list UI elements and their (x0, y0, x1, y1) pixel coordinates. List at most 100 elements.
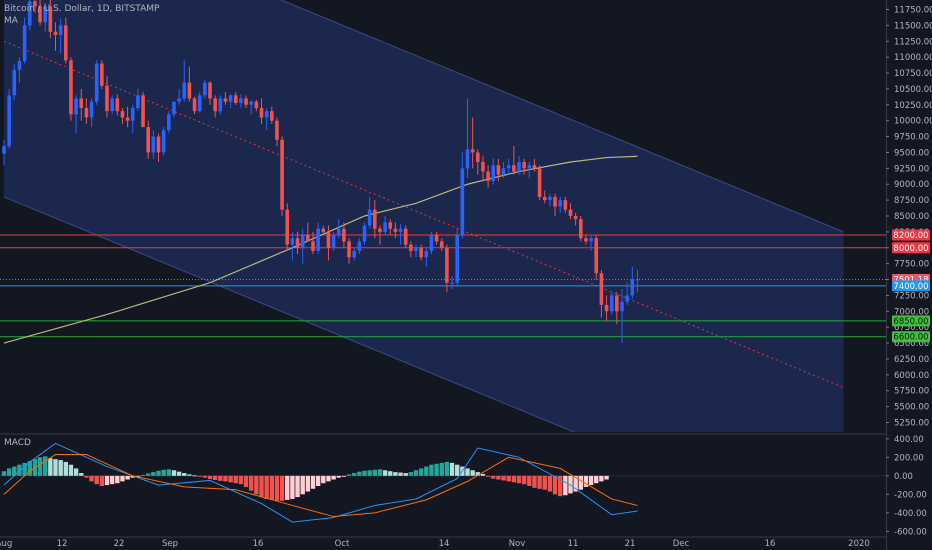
price-tick-label: 7750.00 (894, 260, 929, 270)
candle-body (74, 98, 78, 115)
candle (2, 139, 6, 166)
candle-body (125, 117, 130, 121)
candle-body (197, 95, 202, 112)
candle-body (7, 95, 11, 147)
macd-histogram-bar (558, 475, 563, 497)
candle-body (228, 95, 233, 102)
candle (496, 158, 501, 182)
time-tick-label: Dec (673, 539, 690, 549)
candle-body (347, 241, 351, 258)
macd-histogram-bar (37, 457, 43, 476)
macd-histogram-bar (341, 475, 347, 477)
candle (110, 95, 114, 115)
candle (630, 266, 635, 299)
candle (130, 104, 135, 134)
macd-histogram-bar (388, 471, 393, 476)
candle-body (409, 244, 413, 251)
candle (79, 88, 84, 121)
candle-body (27, 1, 32, 26)
candle-body (342, 228, 346, 242)
macd-histogram-bar (588, 475, 594, 486)
candle (342, 222, 346, 248)
candle (517, 155, 521, 175)
macd-histogram-bar (434, 463, 439, 476)
candle-body (620, 301, 624, 312)
macd-histogram-bar (516, 475, 522, 484)
candle-body (290, 238, 295, 245)
level-badge-support (892, 331, 930, 343)
candle (177, 88, 181, 105)
candle (223, 92, 228, 105)
candle (512, 146, 516, 175)
macd-histogram-bar (547, 475, 553, 492)
candle-body (506, 165, 511, 169)
macd-histogram-bar (475, 472, 480, 476)
candle-body (625, 295, 629, 302)
candle-body (548, 196, 552, 201)
candle (599, 270, 604, 318)
candle (182, 60, 187, 102)
candle (22, 17, 27, 64)
candle-body (79, 98, 84, 108)
macd-histogram-bar (238, 475, 244, 485)
price-tick-label: 11750.00 (894, 6, 932, 16)
candle-body (167, 114, 171, 131)
candle (69, 57, 73, 121)
candle (465, 98, 470, 178)
candle (300, 228, 305, 264)
macd-histogram-bar (27, 461, 32, 476)
macd-histogram-bar (300, 475, 305, 495)
macd-histogram-bar (233, 475, 238, 484)
candle-body (141, 95, 145, 128)
macd-histogram-bar (156, 470, 161, 476)
candle-body (264, 111, 269, 118)
candle-body (383, 222, 387, 232)
macd-histogram-bar (480, 473, 486, 476)
candle (383, 216, 387, 236)
macd-histogram-bar (48, 458, 53, 476)
candle (89, 98, 94, 128)
time-tick-label: Aug (0, 539, 12, 549)
macd-histogram-bar (563, 475, 568, 496)
candle (542, 190, 547, 204)
candle-body (100, 63, 104, 86)
candle-body (445, 247, 449, 283)
macd-histogram-bar (393, 472, 398, 476)
candle-body (476, 152, 480, 162)
macd-histogram-bar (223, 475, 228, 482)
candle-body (223, 98, 228, 102)
candle (352, 247, 356, 261)
macd-histogram-bar (171, 470, 177, 476)
macd-histogram-bar (104, 475, 110, 486)
candle (311, 231, 315, 255)
level-badge-label: 6850.00 (893, 317, 928, 327)
macd-histogram-bar (89, 475, 94, 482)
candle (568, 203, 573, 220)
macd-histogram-bar (1, 471, 7, 476)
candle-body (398, 228, 403, 232)
candle-body (105, 85, 109, 112)
candle-body (130, 108, 135, 121)
price-tick-label: 10000.00 (894, 117, 932, 127)
macd-histogram-bar (367, 470, 372, 476)
macd-histogram-bar (218, 475, 223, 481)
macd-histogram-bar (43, 456, 48, 476)
macd-histogram-bar (274, 475, 280, 501)
candle-body (239, 98, 243, 103)
candle (316, 222, 320, 255)
candle-body (43, 6, 47, 23)
price-tick-label: 5250.00 (894, 418, 929, 428)
macd-histogram-bar (408, 472, 414, 476)
macd-histogram-bar (506, 475, 511, 482)
candle (373, 200, 377, 239)
candle-body (527, 165, 532, 169)
price-tick-label: 5500.00 (894, 403, 929, 413)
macd-pane (0, 442, 886, 523)
level-badge-support (892, 315, 930, 327)
macd-histogram-bar (496, 475, 501, 480)
candle-body (177, 98, 181, 102)
candle (604, 295, 609, 321)
price-tick-label: 6000.00 (894, 371, 929, 381)
candle-body (470, 149, 475, 153)
